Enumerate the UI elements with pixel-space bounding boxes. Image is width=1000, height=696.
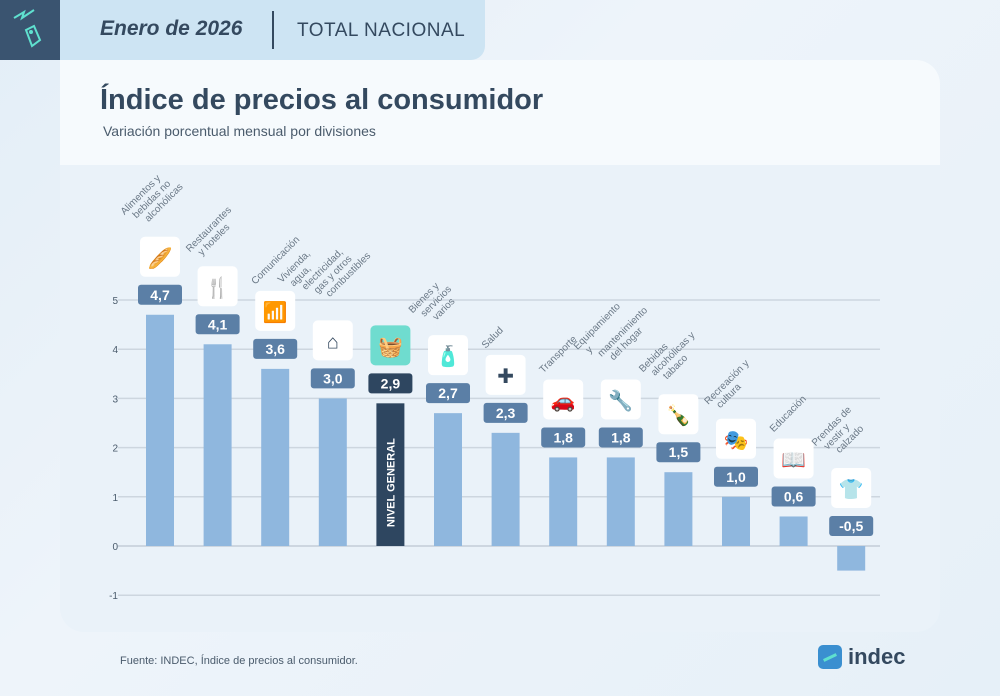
category-label-line: Transporte: [538, 334, 580, 376]
icon-box: [543, 379, 584, 420]
icon-box: [428, 335, 468, 376]
value-label-box: [253, 338, 298, 359]
category-label: Recreación ycultura: [703, 358, 760, 415]
book-icon: 📖: [781, 449, 806, 471]
value-label: 1,8: [553, 429, 573, 445]
icon-box: [831, 468, 872, 508]
chart-subtitle: Variación porcentual mensual por divisio…: [103, 123, 376, 139]
indec-logo: indec: [818, 644, 905, 670]
category-label: Transporte: [538, 334, 580, 376]
bar: [376, 403, 405, 546]
icon-box: [312, 320, 353, 361]
value-label-box: [598, 427, 643, 448]
value-label: 4,7: [150, 287, 170, 303]
card-header: Índice de precios al consumidor Variació…: [60, 60, 940, 165]
icon-box: [716, 418, 756, 459]
tshirt-icon: 👕: [839, 479, 864, 501]
y-tick-label: 2: [112, 444, 118, 455]
bar: [318, 398, 347, 546]
icon-box: [255, 290, 296, 331]
indec-logo-icon: [818, 645, 842, 669]
value-label-box: [483, 402, 528, 423]
bar: [779, 516, 808, 546]
bar: [203, 344, 232, 546]
category-label: Bienes yserviciosvarios: [407, 276, 462, 331]
icon-box: [485, 354, 526, 395]
price-tag-logo-icon: [0, 0, 60, 60]
value-label: 1,0: [726, 469, 746, 485]
value-label-box: [829, 516, 874, 536]
value-label: 1,8: [611, 429, 631, 445]
category-label: Educación: [768, 394, 809, 435]
bar-inline-label: NIVEL GENERAL: [385, 438, 397, 527]
y-tick-label: 1: [112, 493, 118, 504]
bar: [549, 457, 578, 546]
y-tick-label: -1: [109, 591, 118, 602]
bar: [261, 368, 290, 546]
restaurant-hotel-icon: 🍴: [205, 275, 230, 299]
icon-box: [140, 236, 180, 277]
value-label-box: [714, 466, 758, 487]
y-tick-label: 3: [112, 394, 118, 405]
period-label: Enero de 2026: [100, 17, 243, 40]
value-label-box: [195, 314, 240, 335]
food-icon: 🥖: [148, 246, 173, 270]
category-label: Alimentos ybebidas noalcohólicas: [119, 166, 186, 233]
bar: [434, 413, 462, 546]
value-label: -0,5: [839, 518, 863, 534]
value-label: 4,1: [208, 316, 228, 332]
bar: [146, 314, 174, 546]
icon-box: [600, 379, 641, 420]
category-label: Bebidasalcohólicas ytabaco: [637, 322, 705, 390]
house-energy-icon: ⌂: [327, 331, 339, 353]
value-label: 2,7: [438, 385, 458, 401]
wifi-icon: 📶: [263, 300, 288, 324]
bar: [491, 432, 520, 546]
car-icon: 🚗: [551, 390, 576, 412]
y-tick-label: 4: [112, 345, 118, 356]
indec-logo-text: indec: [848, 644, 906, 669]
icon-box: [773, 438, 814, 479]
category-label-line: y: [584, 344, 595, 355]
value-label-box: [771, 486, 816, 507]
bar: [722, 496, 750, 546]
bottle-icon: 🍾: [666, 403, 691, 427]
health-cross-icon: ✚: [497, 366, 514, 388]
icon-box: [197, 266, 238, 307]
value-label-box: [138, 284, 182, 305]
category-label: Salud: [480, 325, 506, 351]
value-label: 2,3: [496, 405, 516, 421]
value-label: 1,5: [669, 444, 689, 460]
chart-title: Índice de precios al consumidor: [100, 84, 544, 116]
value-label-box: [656, 442, 701, 463]
source-note: Fuente: INDEC, Índice de precios al cons…: [120, 655, 358, 667]
header-bar: Enero de 2026 TOTAL NACIONAL: [60, 0, 485, 60]
bar: [837, 546, 866, 571]
icon-box: [658, 394, 699, 435]
header-divider: [272, 11, 274, 49]
value-label-box: [541, 427, 586, 448]
value-label-box: [426, 383, 470, 404]
value-label: 2,9: [381, 375, 401, 391]
personal-care-icon: 🧴: [436, 344, 461, 368]
category-label: Restaurantesy hoteles: [184, 205, 242, 263]
category-label: Prendas devestir ycalzado: [810, 404, 870, 464]
value-label-box: [310, 368, 355, 389]
category-label-line: Salud: [480, 325, 506, 351]
bar: [606, 457, 635, 546]
icon-box: [370, 325, 411, 366]
theater-masks-icon: 🎭: [724, 430, 749, 452]
scope-label: TOTAL NACIONAL: [297, 20, 466, 41]
y-tick-label: 0: [112, 542, 118, 553]
value-label: 0,6: [784, 488, 804, 504]
category-label-line: Educación: [768, 394, 809, 435]
y-tick-label: 5: [112, 296, 118, 307]
value-label-box: [368, 373, 413, 394]
basket-icon: 🧺: [378, 336, 403, 358]
tools-icon: 🔧: [608, 388, 633, 412]
value-label: 3,6: [265, 341, 285, 357]
value-label: 3,0: [323, 370, 343, 386]
bar: [664, 472, 693, 546]
